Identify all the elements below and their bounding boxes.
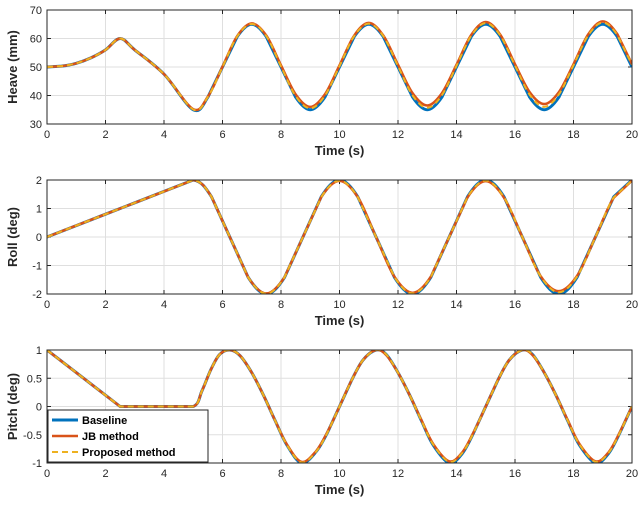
axes-box [46, 349, 633, 464]
series-proposed-method-line [47, 21, 632, 112]
y-axis-label: Roll (deg) [5, 207, 20, 267]
x-tick-label: 6 [219, 129, 225, 141]
y-tick-label: 60 [30, 34, 42, 46]
chart-panel-1: 0 2 4 6 8 10 12 14 16 18 20 30 40 50 60 70 Time (s) Heave… [5, 5, 638, 158]
y-tick-label: 0 [36, 232, 42, 244]
y-tick-label: 50 [30, 62, 42, 74]
y-tick-label: 2 [36, 175, 42, 187]
x-tick-label: 12 [392, 129, 404, 141]
y-axis-label: Pitch (deg) [5, 373, 20, 440]
x-tick-label: 2 [102, 299, 108, 311]
axes-box [46, 179, 633, 295]
y-tick-label: -1 [32, 458, 42, 470]
y-tick-label: 1 [36, 204, 42, 216]
x-axis-label: Time (s) [315, 482, 365, 497]
y-tick-label: 40 [30, 91, 42, 103]
y-tick-label: 30 [30, 119, 42, 131]
x-tick-label: 6 [219, 468, 225, 480]
legend: Baseline JB method Proposed method [47, 409, 209, 463]
series-group [47, 350, 632, 463]
x-tick-label: 2 [102, 468, 108, 480]
x-tick-label: 18 [567, 299, 579, 311]
x-tick-label: 4 [161, 468, 167, 480]
series-group [47, 20, 632, 113]
legend-label-2: JB method [82, 431, 139, 443]
x-tick-label: 18 [567, 468, 579, 480]
x-tick-label: 12 [392, 299, 404, 311]
x-tick-label: 6 [219, 299, 225, 311]
x-tick-label: 20 [626, 129, 638, 141]
x-tick-label: 4 [161, 299, 167, 311]
series-proposed-method-line [47, 350, 632, 463]
x-tick-label: 4 [161, 129, 167, 141]
x-tick-label: 16 [509, 129, 521, 141]
x-tick-label: 18 [567, 129, 579, 141]
y-tick-label: 0 [36, 402, 42, 414]
y-tick-label: 1 [36, 345, 42, 357]
legend-label-1: Baseline [82, 415, 127, 427]
series-proposed-method-line [47, 180, 632, 294]
x-tick-label: 16 [509, 299, 521, 311]
x-tick-label: 8 [278, 468, 284, 480]
x-tick-label: 14 [450, 468, 462, 480]
y-tick-label: -1 [32, 261, 42, 273]
x-tick-label: 12 [392, 468, 404, 480]
x-tick-label: 0 [44, 129, 50, 141]
series-group [47, 180, 632, 294]
x-tick-label: 10 [333, 299, 345, 311]
y-axis-label: Heave (mm) [5, 30, 20, 104]
x-tick-label: 14 [450, 129, 462, 141]
x-tick-label: 10 [333, 129, 345, 141]
x-tick-label: 2 [102, 129, 108, 141]
chart-panel-3: 0 2 4 6 8 10 12 14 16 18 20 -1 -0.5 0 0.5 1 Time (s) Pitc… [5, 345, 638, 497]
y-tick-label: 70 [30, 5, 42, 17]
x-tick-label: 8 [278, 299, 284, 311]
series-jb-method-line [47, 350, 632, 463]
x-tick-label: 0 [44, 468, 50, 480]
x-tick-label: 10 [333, 468, 345, 480]
y-tick-label: -0.5 [23, 430, 42, 442]
x-tick-label: 16 [509, 468, 521, 480]
y-tick-label: 0.5 [27, 373, 42, 385]
y-tick-label: -2 [32, 289, 42, 301]
x-axis-label: Time (s) [315, 313, 365, 328]
x-tick-label: 20 [626, 468, 638, 480]
x-tick-label: 8 [278, 129, 284, 141]
x-tick-label: 20 [626, 299, 638, 311]
legend-label-3: Proposed method [82, 447, 176, 459]
x-axis-label: Time (s) [315, 143, 365, 158]
x-tick-label: 0 [44, 299, 50, 311]
x-tick-label: 14 [450, 299, 462, 311]
axes-box [46, 9, 633, 125]
